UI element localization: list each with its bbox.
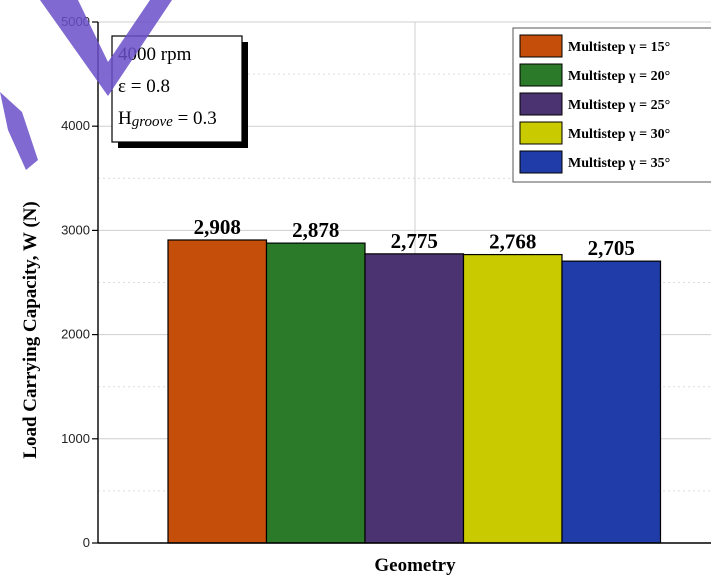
bar bbox=[167, 239, 268, 544]
legend-swatch bbox=[519, 63, 563, 87]
y-axis-label: Load Carrying Capacity, W (N) bbox=[20, 201, 41, 458]
info-groove-prefix: H bbox=[118, 108, 132, 129]
x-axis-label: Geometry bbox=[374, 555, 456, 576]
legend-swatch bbox=[519, 150, 563, 174]
info-groove: Hgroove = 0.3 bbox=[118, 108, 217, 130]
legend-label: Multistep γ = 25° bbox=[568, 98, 670, 113]
legend-label: Multistep γ = 35° bbox=[568, 156, 670, 171]
legend-swatch bbox=[519, 92, 563, 116]
bars bbox=[167, 239, 662, 544]
data-label: 2,775 bbox=[391, 229, 438, 253]
legend-label: Multistep γ = 30° bbox=[568, 127, 670, 142]
data-label: 2,878 bbox=[292, 218, 339, 242]
bar bbox=[462, 253, 563, 544]
legend-swatch bbox=[519, 34, 563, 58]
y-tick-label: 4000 bbox=[61, 118, 90, 133]
info-box: 4000 rpm ε = 0.8 Hgroove = 0.3 bbox=[111, 35, 248, 148]
y-tick-label: 1000 bbox=[61, 431, 90, 446]
data-labels: 2,908 2,878 2,775 2,768 2,705 bbox=[194, 215, 635, 260]
watermark-checkmark-top bbox=[40, 0, 172, 96]
info-eccentricity: ε = 0.8 bbox=[118, 76, 170, 97]
info-groove-subscript: groove bbox=[132, 114, 173, 130]
data-label: 2,768 bbox=[489, 230, 536, 254]
y-tick-label: 0 bbox=[83, 535, 90, 550]
legend: Multistep γ = 15° Multistep γ = 20° Multis… bbox=[512, 27, 711, 183]
watermark-checkmark bbox=[0, 0, 172, 170]
legend-swatch bbox=[519, 121, 563, 145]
bar bbox=[364, 253, 465, 544]
bar bbox=[561, 260, 662, 544]
data-label: 2,908 bbox=[194, 215, 241, 239]
bar bbox=[265, 242, 366, 544]
y-tick-label: 3000 bbox=[61, 222, 90, 237]
watermark-checkmark-left bbox=[0, 92, 38, 170]
axes bbox=[92, 21, 711, 544]
legend-label: Multistep γ = 15° bbox=[568, 40, 670, 55]
y-tick-label: 2000 bbox=[61, 327, 90, 342]
data-label: 2,705 bbox=[588, 236, 635, 260]
y-tick-labels: 010002000300040005000 bbox=[61, 14, 90, 550]
info-groove-value: = 0.3 bbox=[173, 108, 217, 129]
legend-label: Multistep γ = 20° bbox=[568, 69, 670, 84]
